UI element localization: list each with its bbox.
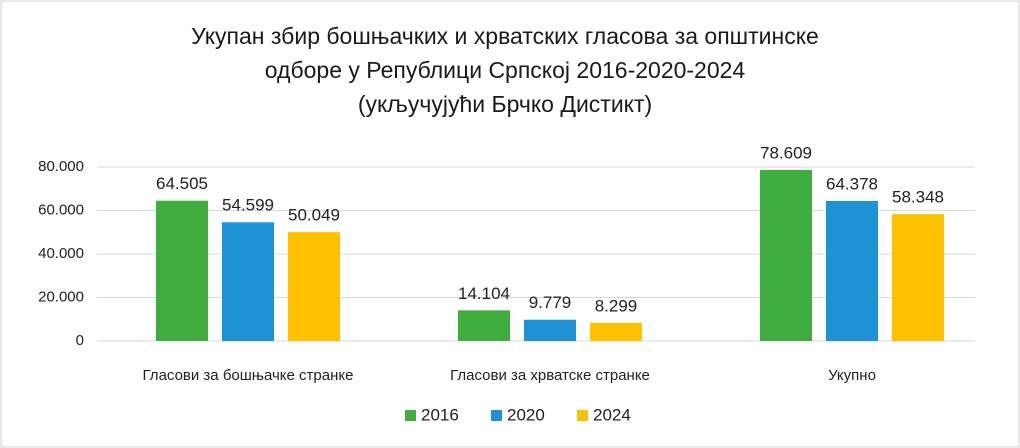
y-tick-label: 20.000 xyxy=(38,288,84,305)
value-label: 58.348 xyxy=(892,188,944,207)
legend-label: 2016 xyxy=(421,405,459,424)
x-tick-label: Гласови за бошњачке странке xyxy=(143,367,354,384)
bar xyxy=(760,170,812,341)
x-tick-label: Гласови за хрватске странке xyxy=(450,367,650,384)
y-tick-label: 40.000 xyxy=(38,245,84,262)
value-label: 9.779 xyxy=(529,293,572,312)
legend-swatch xyxy=(491,410,502,421)
value-label: 64.378 xyxy=(826,174,878,193)
legend-swatch xyxy=(577,410,588,421)
value-label: 50.049 xyxy=(288,206,340,225)
value-label: 54.599 xyxy=(222,196,274,215)
bar xyxy=(156,200,208,341)
legend-label: 2024 xyxy=(593,405,631,424)
bar xyxy=(590,322,642,341)
bar xyxy=(524,319,576,341)
bar xyxy=(288,232,340,341)
bar xyxy=(892,214,944,341)
value-label: 8.299 xyxy=(595,296,638,315)
x-tick-label: Укупно xyxy=(828,367,876,384)
y-tick-label: 0 xyxy=(76,332,84,349)
y-tick-label: 60.000 xyxy=(38,201,84,218)
legend-swatch xyxy=(405,410,416,421)
chart-title: Укупан збир бошњачких и хрватских гласов… xyxy=(191,23,819,49)
chart-title: (укључујући Брчко Дистикт) xyxy=(358,91,652,117)
bar xyxy=(222,222,274,341)
value-label: 78.609 xyxy=(760,144,812,163)
y-tick-label: 80.000 xyxy=(38,158,84,175)
bar xyxy=(458,310,510,341)
chart-title: одборе у Републици Српској 2016-2020-202… xyxy=(265,57,746,83)
legend-label: 2020 xyxy=(507,405,545,424)
bar xyxy=(826,200,878,341)
value-label: 64.505 xyxy=(156,174,208,193)
value-label: 14.104 xyxy=(458,284,510,303)
